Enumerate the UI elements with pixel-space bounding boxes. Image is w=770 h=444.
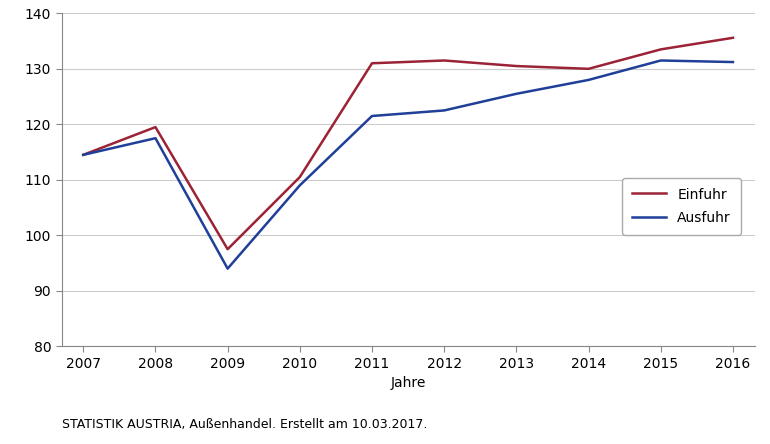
Ausfuhr <box>295 183 304 188</box>
Line: Ausfuhr: Ausfuhr <box>83 60 733 269</box>
Einfuhr <box>440 58 449 63</box>
Ausfuhr <box>223 266 233 271</box>
Ausfuhr <box>440 108 449 113</box>
Einfuhr <box>728 35 738 40</box>
Ausfuhr <box>79 152 88 158</box>
Ausfuhr <box>151 135 160 141</box>
X-axis label: Jahre: Jahre <box>390 377 426 390</box>
Einfuhr <box>512 63 521 69</box>
Ausfuhr <box>728 59 738 65</box>
Einfuhr <box>151 124 160 130</box>
Einfuhr <box>656 47 665 52</box>
Ausfuhr <box>656 58 665 63</box>
Einfuhr <box>223 246 233 252</box>
Ausfuhr <box>367 113 377 119</box>
Line: Einfuhr: Einfuhr <box>83 38 733 249</box>
Einfuhr <box>295 174 304 180</box>
Legend: Einfuhr, Ausfuhr: Einfuhr, Ausfuhr <box>622 178 741 235</box>
Einfuhr <box>367 61 377 66</box>
Ausfuhr <box>584 77 593 83</box>
Einfuhr <box>584 66 593 71</box>
Ausfuhr <box>512 91 521 96</box>
Text: STATISTIK AUSTRIA, Außenhandel. Erstellt am 10.03.2017.: STATISTIK AUSTRIA, Außenhandel. Erstellt… <box>62 418 427 431</box>
Einfuhr <box>79 152 88 158</box>
